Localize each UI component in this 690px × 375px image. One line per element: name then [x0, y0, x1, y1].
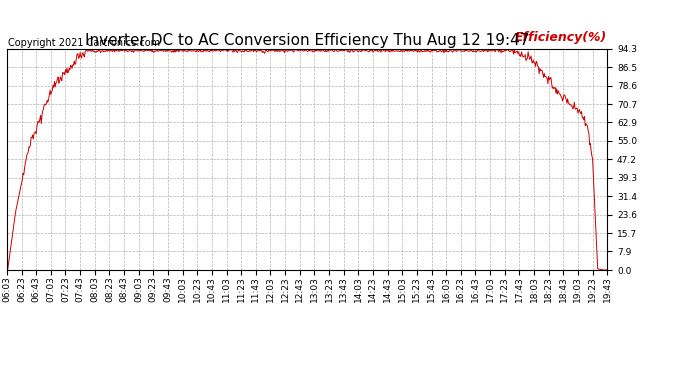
- Title: Inverter DC to AC Conversion Efficiency Thu Aug 12 19:47: Inverter DC to AC Conversion Efficiency …: [85, 33, 529, 48]
- Text: Efficiency(%): Efficiency(%): [515, 32, 607, 44]
- Text: Copyright 2021 Cartronics.com: Copyright 2021 Cartronics.com: [8, 38, 160, 48]
